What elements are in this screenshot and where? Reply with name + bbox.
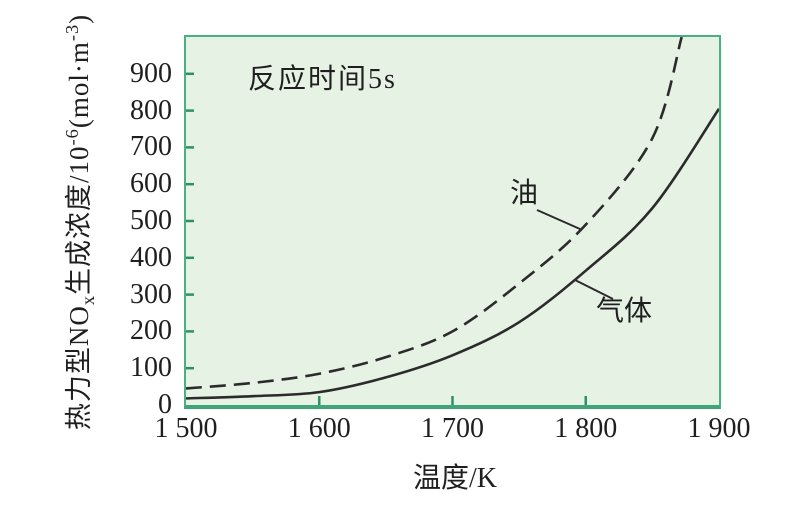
x-tick-label: 1 500 — [154, 413, 218, 444]
y-tick-label: 900 — [130, 57, 172, 89]
plot-area: 反应时间5s 油 气体 — [184, 35, 721, 409]
x-axis-tick-labels: 1 500 1 600 1 700 1 800 1 900 — [155, 413, 751, 446]
oil-series-label: 油 — [510, 178, 539, 209]
oil-leader-line — [536, 209, 581, 230]
x-axis-title: 温度/K — [413, 463, 498, 494]
y-tick-label: 400 — [130, 241, 172, 273]
y-tick-label: 300 — [130, 278, 172, 310]
chart-svg — [186, 37, 719, 405]
gas-series-label: 气体 — [596, 296, 653, 327]
y-tick-label: 200 — [130, 315, 172, 347]
y-tick-label: 600 — [130, 168, 172, 200]
y-tick-label: 800 — [130, 94, 172, 126]
curve-oil — [186, 37, 683, 390]
curve-gas — [186, 108, 719, 400]
y-axis-title-part: ) — [63, 13, 94, 24]
y-tick-label: 700 — [130, 131, 172, 163]
x-tick-label: 1 900 — [687, 413, 751, 444]
y-tick-label: 100 — [130, 352, 172, 384]
x-tick-label: 1 800 — [554, 413, 618, 444]
gas-leader-line — [574, 279, 614, 300]
y-tick-label: 500 — [130, 205, 172, 236]
x-tick-label: 1 600 — [287, 413, 351, 444]
y-axis-title-superscript: -6 — [61, 128, 82, 146]
y-axis-tick-labels: 0 100 200 300 400 500 600 700 800 900 — [90, 37, 172, 418]
annotation-reaction-time: 反应时间5s — [248, 64, 397, 95]
y-tick-label: 0 — [158, 389, 172, 420]
y-axis-title-superscript: -3 — [61, 23, 82, 42]
x-tick-label: 1 700 — [421, 413, 484, 444]
